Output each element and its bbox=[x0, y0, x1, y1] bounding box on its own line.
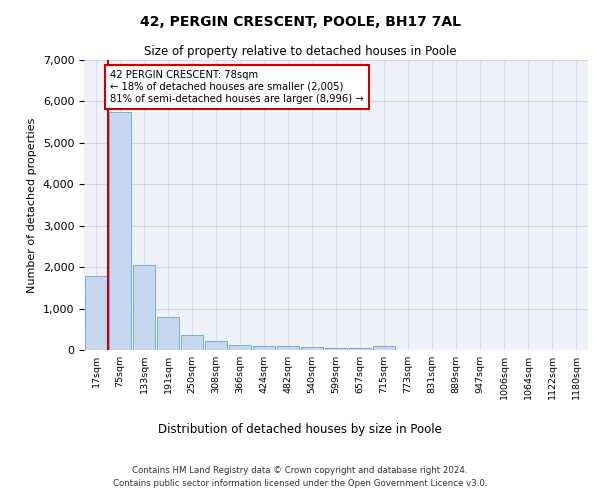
Text: 42, PERGIN CRESCENT, POOLE, BH17 7AL: 42, PERGIN CRESCENT, POOLE, BH17 7AL bbox=[139, 15, 461, 29]
Bar bbox=[205, 342, 227, 350]
Bar bbox=[277, 346, 299, 350]
Text: 42 PERGIN CRESCENT: 78sqm
← 18% of detached houses are smaller (2,005)
81% of se: 42 PERGIN CRESCENT: 78sqm ← 18% of detac… bbox=[110, 70, 364, 104]
Bar bbox=[157, 317, 179, 350]
Bar bbox=[85, 276, 107, 350]
Bar bbox=[133, 264, 155, 350]
Bar bbox=[229, 345, 251, 350]
Bar bbox=[253, 346, 275, 350]
Bar bbox=[181, 334, 203, 350]
Text: Contains HM Land Registry data © Crown copyright and database right 2024.
Contai: Contains HM Land Registry data © Crown c… bbox=[113, 466, 487, 487]
Bar bbox=[349, 348, 371, 350]
Bar bbox=[373, 346, 395, 350]
Bar bbox=[301, 346, 323, 350]
Y-axis label: Number of detached properties: Number of detached properties bbox=[27, 118, 37, 292]
Text: Size of property relative to detached houses in Poole: Size of property relative to detached ho… bbox=[143, 45, 457, 58]
Text: Distribution of detached houses by size in Poole: Distribution of detached houses by size … bbox=[158, 422, 442, 436]
Bar bbox=[325, 348, 347, 350]
Bar bbox=[109, 112, 131, 350]
